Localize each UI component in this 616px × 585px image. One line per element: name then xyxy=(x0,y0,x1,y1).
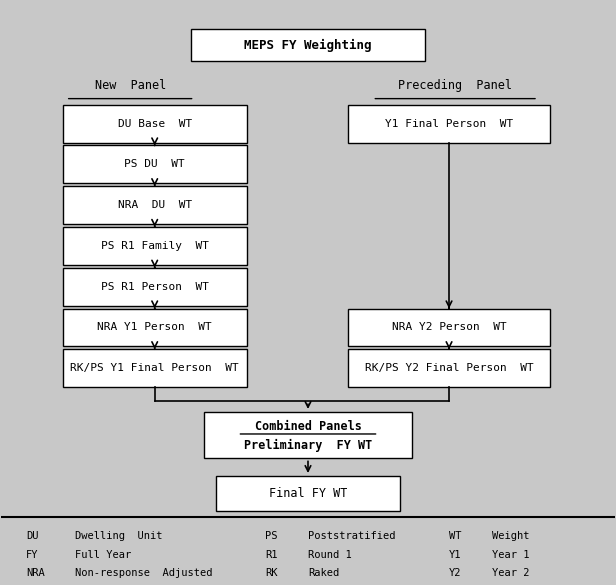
Text: Y2: Y2 xyxy=(449,568,461,578)
Text: Y1 Final Person  WT: Y1 Final Person WT xyxy=(385,119,513,129)
Text: NRA Y1 Person  WT: NRA Y1 Person WT xyxy=(97,322,212,332)
Text: NRA: NRA xyxy=(26,568,45,578)
Text: NRA  DU  WT: NRA DU WT xyxy=(118,200,192,210)
Text: DU: DU xyxy=(26,531,38,541)
Text: Y1: Y1 xyxy=(449,549,461,559)
Text: Non-response  Adjusted: Non-response Adjusted xyxy=(75,568,213,578)
Text: FY: FY xyxy=(26,549,38,559)
FancyBboxPatch shape xyxy=(63,227,246,265)
Text: R1: R1 xyxy=(265,549,278,559)
Text: RK/PS Y1 Final Person  WT: RK/PS Y1 Final Person WT xyxy=(70,363,239,373)
Text: Combined Panels: Combined Panels xyxy=(254,421,362,433)
Text: WT: WT xyxy=(449,531,461,541)
Text: Dwelling  Unit: Dwelling Unit xyxy=(75,531,163,541)
Text: NRA Y2 Person  WT: NRA Y2 Person WT xyxy=(392,322,506,332)
FancyBboxPatch shape xyxy=(216,476,400,511)
Text: Weight: Weight xyxy=(492,531,530,541)
Text: Round 1: Round 1 xyxy=(308,549,352,559)
FancyBboxPatch shape xyxy=(348,308,550,346)
FancyBboxPatch shape xyxy=(192,29,424,61)
Text: RK/PS Y2 Final Person  WT: RK/PS Y2 Final Person WT xyxy=(365,363,533,373)
Text: Final FY WT: Final FY WT xyxy=(269,487,347,500)
FancyBboxPatch shape xyxy=(204,412,412,459)
Text: PS DU  WT: PS DU WT xyxy=(124,159,185,170)
Text: DU Base  WT: DU Base WT xyxy=(118,119,192,129)
FancyBboxPatch shape xyxy=(63,186,246,224)
Text: RK: RK xyxy=(265,568,278,578)
Text: PS R1 Person  WT: PS R1 Person WT xyxy=(100,282,209,292)
FancyBboxPatch shape xyxy=(63,146,246,183)
Text: MEPS FY Weighting: MEPS FY Weighting xyxy=(245,39,371,51)
FancyBboxPatch shape xyxy=(63,268,246,305)
Text: PS R1 Family  WT: PS R1 Family WT xyxy=(100,241,209,251)
Text: Preliminary  FY WT: Preliminary FY WT xyxy=(244,439,372,452)
Text: Year 1: Year 1 xyxy=(492,549,530,559)
Text: Poststratified: Poststratified xyxy=(308,531,395,541)
Text: Raked: Raked xyxy=(308,568,339,578)
Text: Year 2: Year 2 xyxy=(492,568,530,578)
FancyBboxPatch shape xyxy=(63,105,246,143)
FancyBboxPatch shape xyxy=(348,105,550,143)
FancyBboxPatch shape xyxy=(63,308,246,346)
FancyBboxPatch shape xyxy=(63,349,246,387)
Text: Preceding  Panel: Preceding Panel xyxy=(398,80,512,92)
Text: New  Panel: New Panel xyxy=(94,80,166,92)
FancyBboxPatch shape xyxy=(348,349,550,387)
Text: PS: PS xyxy=(265,531,278,541)
Text: Full Year: Full Year xyxy=(75,549,131,559)
